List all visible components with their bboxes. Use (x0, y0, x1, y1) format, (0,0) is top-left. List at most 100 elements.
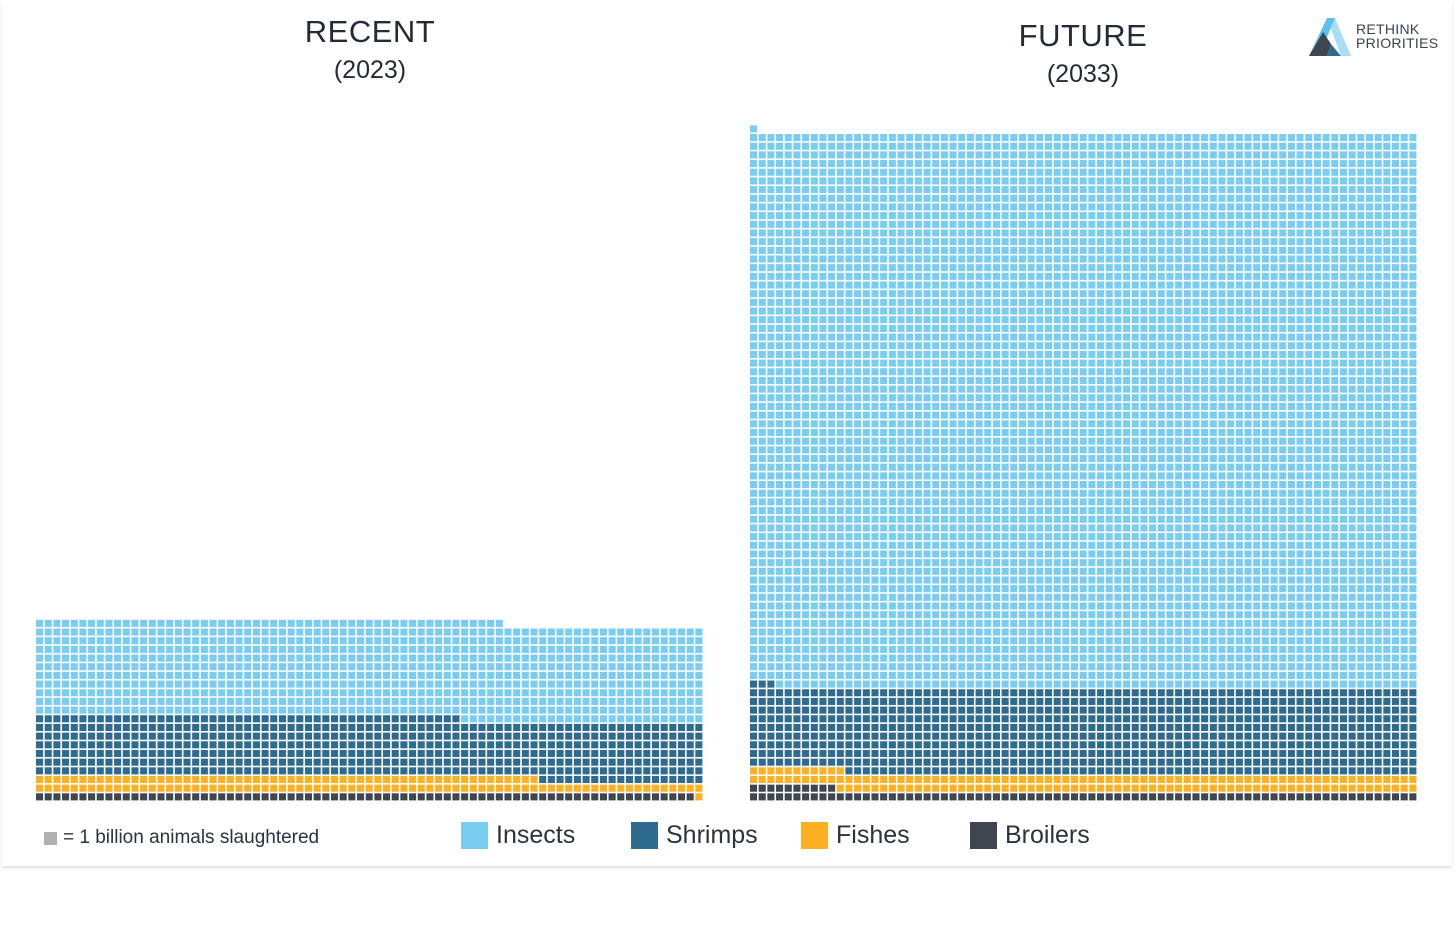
waffle-cell-fishes (469, 784, 477, 792)
waffle-cell-insects (940, 559, 948, 567)
waffle-cell-insects (897, 671, 905, 679)
waffle-cell-insects (1192, 654, 1200, 662)
waffle-cell-insects (53, 645, 61, 653)
waffle-cell-insects (1175, 628, 1183, 636)
waffle-cell-insects (1296, 671, 1304, 679)
waffle-cell-insects (1400, 550, 1408, 558)
waffle-cell-shrimps (1062, 697, 1070, 705)
waffle-cell-insects (296, 645, 304, 653)
waffle-cell-shrimps (96, 767, 104, 775)
waffle-cell-shrimps (1123, 732, 1131, 740)
waffle-cell-shrimps (252, 715, 260, 723)
waffle-cell-insects (958, 428, 966, 437)
waffle-cell-insects (1070, 454, 1079, 463)
waffle-cell-shrimps (114, 767, 122, 775)
waffle-cell-shrimps (625, 749, 633, 758)
waffle-cell-fishes (802, 767, 810, 775)
waffle-cell-insects (148, 654, 156, 662)
waffle-cell-insects (1001, 463, 1009, 471)
waffle-cell-insects (932, 454, 940, 463)
waffle-cell-insects (1183, 611, 1191, 619)
waffle-cell-shrimps (1140, 741, 1148, 749)
waffle-cell-fishes (1001, 775, 1009, 784)
waffle-cell-insects (70, 619, 78, 627)
waffle-cell-insects (793, 489, 801, 497)
waffle-cell-insects (88, 637, 96, 645)
waffle-cell-insects (322, 680, 330, 688)
waffle-cell-insects (750, 559, 758, 567)
waffle-cell-shrimps (1114, 723, 1122, 731)
waffle-cell-insects (218, 689, 226, 697)
waffle-cell-insects (261, 619, 269, 627)
waffle-cell-insects (1391, 420, 1400, 428)
waffle-cell-insects (906, 637, 914, 645)
waffle-cell-insects (252, 689, 260, 697)
waffle-cell-insects (513, 680, 521, 688)
waffle-cell-insects (1322, 654, 1330, 662)
waffle-cell-insects (758, 619, 766, 627)
waffle-cell-insects (1296, 533, 1304, 541)
waffle-cell-insects (854, 611, 862, 619)
waffle-cell-insects (784, 645, 792, 653)
waffle-cell-shrimps (1409, 697, 1417, 705)
waffle-cell-insects (897, 576, 905, 584)
waffle-cell-insects (1400, 628, 1408, 636)
waffle-cell-insects (36, 628, 44, 636)
waffle-cell-insects (365, 619, 373, 627)
waffle-cell-shrimps (547, 741, 555, 749)
waffle-cell-shrimps (1001, 741, 1009, 749)
waffle-cell-fishes (1131, 775, 1139, 784)
waffle-cell-shrimps (435, 732, 443, 740)
waffle-cell-shrimps (1018, 767, 1027, 775)
waffle-cell-shrimps (218, 767, 226, 775)
waffle-cell-insects (400, 671, 408, 679)
waffle-cell-insects (1027, 481, 1035, 489)
waffle-cell-insects (914, 602, 922, 610)
waffle-cell-insects (1027, 637, 1035, 645)
waffle-cell-insects (1409, 428, 1417, 437)
waffle-cell-insects (871, 619, 879, 627)
waffle-cell-insects (1374, 567, 1382, 575)
waffle-cell-insects (1244, 593, 1252, 601)
waffle-cell-shrimps (845, 715, 853, 723)
waffle-cell-broilers (784, 793, 792, 801)
waffle-cell-insects (888, 472, 896, 480)
waffle-cell-shrimps (330, 715, 339, 723)
waffle-cell-broilers (651, 793, 660, 801)
waffle-cell-insects (660, 654, 668, 662)
waffle-cell-insects (417, 671, 425, 679)
waffle-cell-fishes (140, 784, 148, 792)
waffle-cell-insects (1218, 671, 1226, 679)
waffle-cell-shrimps (573, 732, 581, 740)
recent-subtitle: (2023) (333, 56, 407, 84)
waffle-cell-shrimps (1391, 706, 1400, 714)
waffle-cell-shrimps (1027, 758, 1035, 766)
waffle-cell-insects (888, 593, 896, 601)
waffle-cell-shrimps (1261, 715, 1269, 723)
waffle-cell-insects (218, 671, 226, 679)
waffle-cell-insects (105, 628, 113, 636)
waffle-cell-insects (62, 637, 70, 645)
waffle-cell-insects (750, 593, 758, 601)
waffle-cell-insects (400, 637, 408, 645)
waffle-cell-insects (871, 533, 879, 541)
waffle-cell-shrimps (1400, 758, 1408, 766)
waffle-cell-shrimps (157, 732, 165, 740)
waffle-cell-shrimps (565, 775, 573, 784)
waffle-cell-insects (1270, 524, 1278, 532)
waffle-cell-insects (1374, 498, 1382, 506)
waffle-cell-shrimps (539, 749, 547, 758)
waffle-cell-insects (888, 576, 896, 584)
waffle-cell-shrimps (348, 723, 356, 731)
waffle-cell-shrimps (235, 741, 243, 749)
waffle-cell-shrimps (192, 758, 200, 766)
waffle-cell-insects (828, 481, 836, 489)
waffle-cell-insects (1079, 567, 1087, 575)
waffle-cell-insects (1010, 428, 1018, 437)
waffle-cell-insects (1131, 507, 1139, 515)
waffle-cell-insects (1227, 671, 1235, 679)
waffle-cell-insects (1261, 420, 1269, 428)
waffle-cell-shrimps (949, 715, 957, 723)
waffle-cell-shrimps (1018, 741, 1027, 749)
waffle-cell-insects (1374, 645, 1382, 653)
